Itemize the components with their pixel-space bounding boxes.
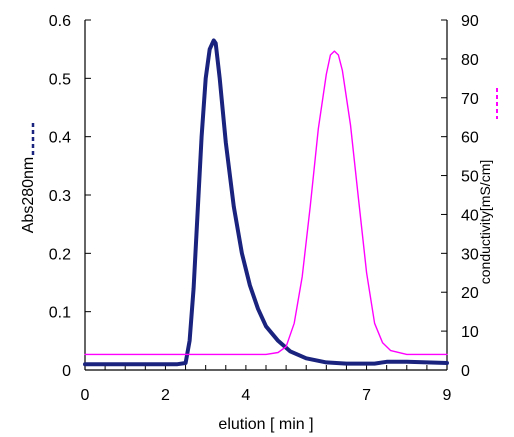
- y-left-tick-label: 0.4: [49, 130, 71, 147]
- x-tick-label: 2: [161, 387, 170, 404]
- y-left-tick-label: 0.2: [49, 246, 71, 263]
- series-line-abs280nm: [83, 38, 449, 367]
- tick-group: 0 2 4 7 900.10.20.30.40.50.60102030405060708…: [49, 13, 479, 404]
- y-right-tick-label: 40: [461, 207, 479, 224]
- y-left-tick-label: 0.1: [49, 305, 71, 322]
- y-right-tick-label: 0: [461, 363, 470, 380]
- y-right-tick-label: 30: [461, 246, 479, 263]
- y-axis-right-title: conductivity[mS/cm]: [477, 160, 493, 284]
- y-right-tick-label: 20: [461, 285, 479, 302]
- x-tick-label: 4: [241, 387, 250, 404]
- y-right-tick-label: 60: [461, 130, 479, 147]
- y-right-tick-label: 90: [461, 13, 479, 30]
- x-tick-label: 9: [443, 387, 452, 404]
- x-tick-label: 0: [81, 387, 90, 404]
- y-left-tick-label: 0.5: [49, 71, 71, 88]
- x-axis-title: elution [ min ]: [218, 416, 313, 433]
- y-right-tick-label: 70: [461, 91, 479, 108]
- y-left-tick-label: 0.3: [49, 188, 71, 205]
- y-axis-left-title: Abs280nm: [20, 157, 37, 234]
- series-line-conductivity: [84, 50, 448, 356]
- x-tick-label: 7: [362, 387, 371, 404]
- y-left-tick-label: 0.6: [49, 13, 71, 30]
- y-right-tick-label: 50: [461, 169, 479, 186]
- series-layer: [83, 38, 449, 367]
- y-left-tick-label: 0: [62, 363, 71, 380]
- y-right-tick-label: 10: [461, 324, 479, 341]
- y-right-tick-label: 80: [461, 52, 479, 69]
